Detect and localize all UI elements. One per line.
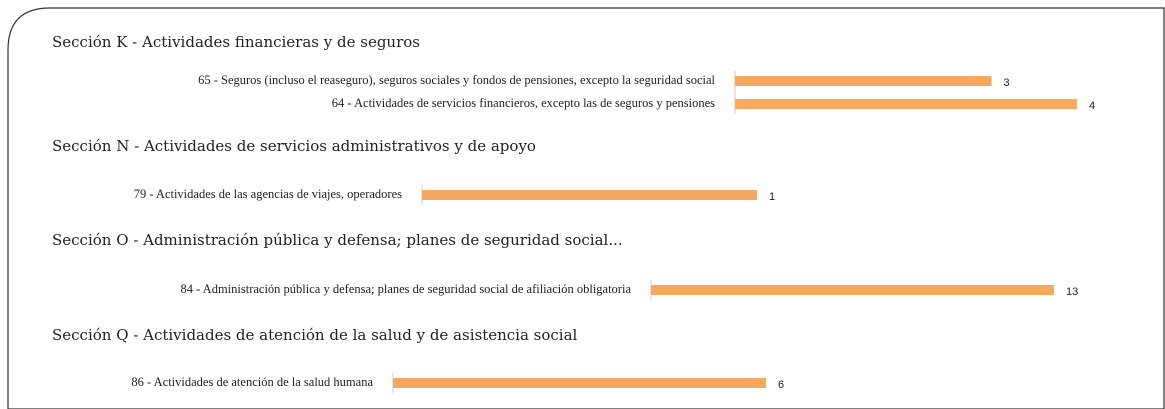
value-label: 4 — [1089, 100, 1095, 112]
value-label: 1 — [769, 191, 775, 203]
bar — [735, 76, 992, 86]
section-title: Sección K - Actividades financieras y de… — [52, 33, 420, 51]
value-label: 6 — [778, 379, 784, 391]
value-label: 13 — [1066, 286, 1078, 298]
section-title: Sección N - Actividades de servicios adm… — [52, 137, 536, 155]
category-label: 64 - Actividades de servicios financiero… — [332, 96, 715, 110]
panel-border — [7, 7, 1165, 409]
bar — [393, 378, 766, 388]
category-label: 86 - Actividades de atención de la salud… — [131, 375, 373, 389]
value-label: 3 — [1004, 77, 1010, 89]
category-label: 84 - Administración pública y defensa; p… — [180, 282, 631, 296]
section-title: Sección O - Administración pública y def… — [52, 231, 623, 249]
category-label: 65 - Seguros (incluso el reaseguro), seg… — [198, 73, 715, 87]
bar — [651, 285, 1054, 295]
category-label: 79 - Actividades de las agencias de viaj… — [134, 187, 402, 201]
bar — [735, 99, 1077, 109]
section-title: Sección Q - Actividades de atención de l… — [52, 326, 578, 344]
bar — [422, 190, 757, 200]
